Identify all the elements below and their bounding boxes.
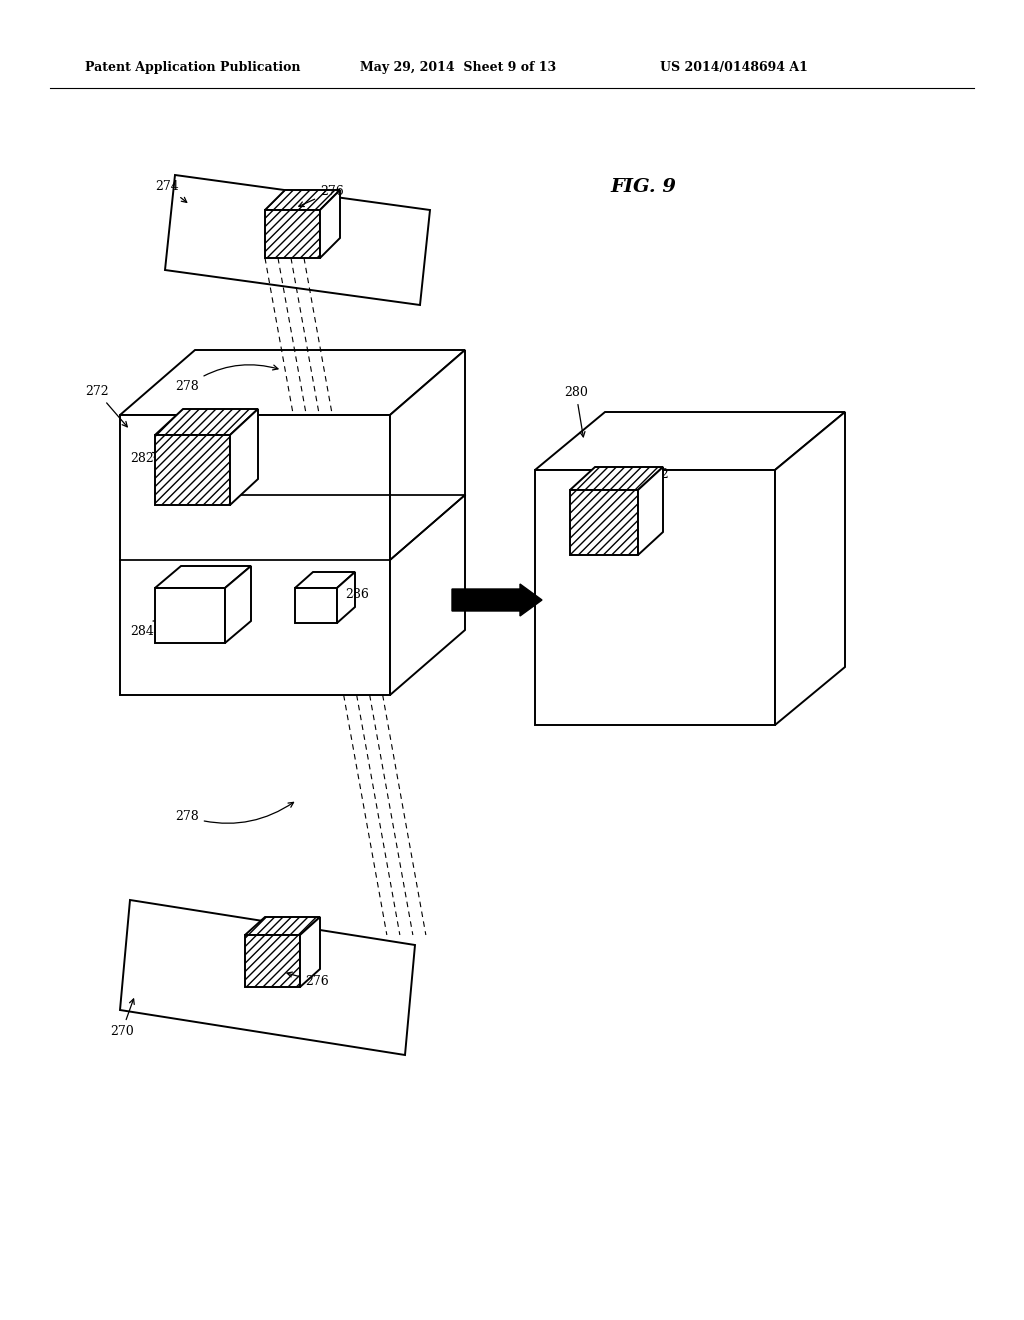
Polygon shape bbox=[638, 467, 663, 554]
Polygon shape bbox=[265, 210, 319, 257]
Polygon shape bbox=[390, 350, 465, 696]
Polygon shape bbox=[165, 176, 430, 305]
Polygon shape bbox=[155, 566, 251, 587]
Polygon shape bbox=[265, 190, 340, 210]
Polygon shape bbox=[245, 935, 300, 987]
Polygon shape bbox=[230, 409, 258, 506]
Text: 278: 278 bbox=[175, 803, 294, 824]
Text: 272: 272 bbox=[85, 385, 127, 426]
Polygon shape bbox=[775, 412, 845, 725]
FancyArrow shape bbox=[452, 583, 542, 616]
Text: FIG. 9: FIG. 9 bbox=[610, 178, 676, 195]
Polygon shape bbox=[245, 917, 319, 935]
Polygon shape bbox=[535, 470, 775, 725]
Polygon shape bbox=[155, 587, 225, 643]
Text: 276: 276 bbox=[299, 185, 344, 206]
Polygon shape bbox=[295, 587, 337, 623]
Polygon shape bbox=[570, 467, 663, 490]
Polygon shape bbox=[300, 917, 319, 987]
Polygon shape bbox=[337, 572, 355, 623]
Polygon shape bbox=[120, 900, 415, 1055]
Polygon shape bbox=[225, 566, 251, 643]
Text: 276: 276 bbox=[287, 972, 329, 987]
Polygon shape bbox=[570, 490, 638, 554]
Text: 284: 284 bbox=[130, 620, 159, 638]
Text: 282: 282 bbox=[614, 469, 669, 488]
Text: May 29, 2014  Sheet 9 of 13: May 29, 2014 Sheet 9 of 13 bbox=[360, 62, 556, 74]
Text: 282: 282 bbox=[130, 451, 159, 465]
Polygon shape bbox=[120, 414, 390, 696]
Text: 274: 274 bbox=[155, 180, 186, 202]
Text: US 2014/0148694 A1: US 2014/0148694 A1 bbox=[660, 62, 808, 74]
Polygon shape bbox=[155, 409, 258, 436]
Polygon shape bbox=[120, 350, 465, 414]
Text: Patent Application Publication: Patent Application Publication bbox=[85, 62, 300, 74]
Polygon shape bbox=[319, 190, 340, 257]
Polygon shape bbox=[295, 572, 355, 587]
Polygon shape bbox=[155, 436, 230, 506]
Text: 286: 286 bbox=[345, 587, 369, 601]
Text: 280: 280 bbox=[564, 385, 588, 437]
Text: 278: 278 bbox=[175, 364, 278, 393]
Polygon shape bbox=[535, 412, 845, 470]
Text: 270: 270 bbox=[110, 999, 134, 1038]
